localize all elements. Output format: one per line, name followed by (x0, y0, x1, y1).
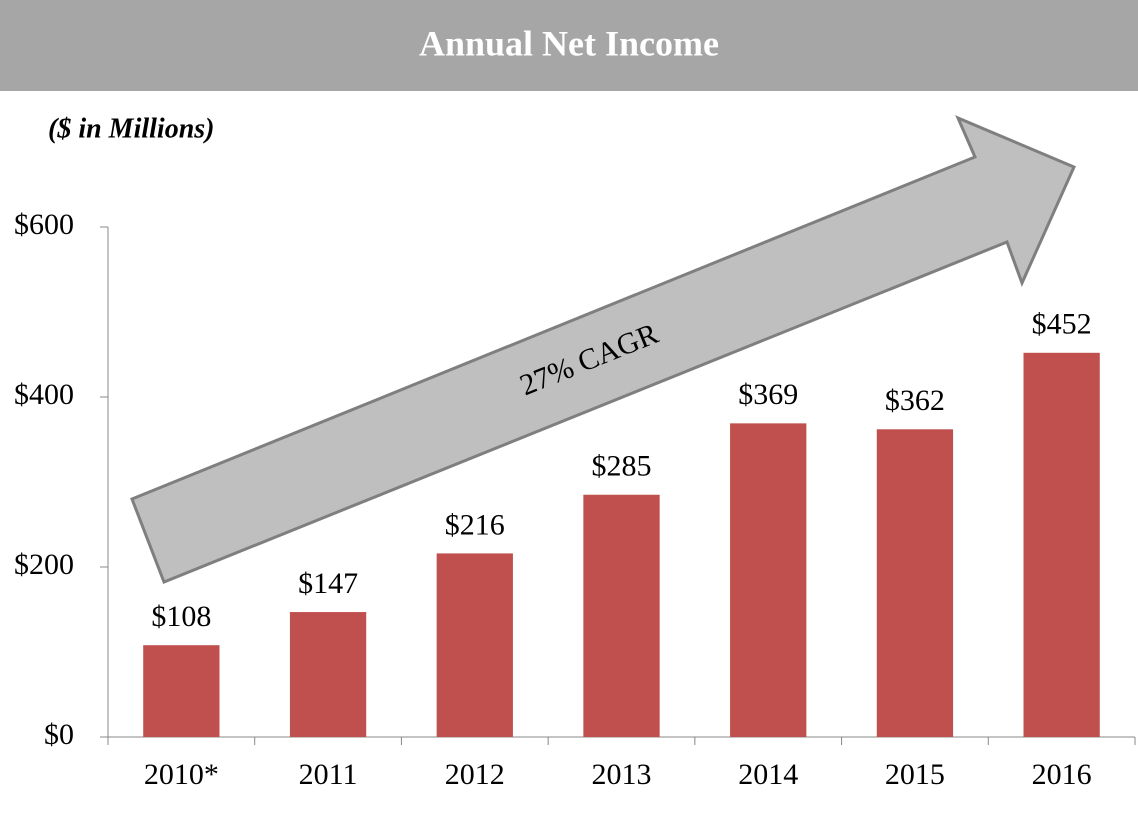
value-label: $285 (592, 450, 652, 483)
x-tick-label: 2010* (144, 758, 219, 791)
x-tick-label: 2013 (592, 758, 652, 791)
bar (876, 429, 954, 737)
bar (730, 423, 807, 737)
chart-subtitle: ($ in Millions) (48, 113, 214, 144)
y-tick-label: $200 (14, 548, 74, 581)
y-tick-label: $600 (14, 208, 74, 241)
growth-arrow (130, 115, 1076, 584)
chart-title: Annual Net Income (419, 23, 719, 63)
value-label: $369 (738, 378, 798, 411)
value-label: $147 (298, 567, 358, 600)
bar (1023, 352, 1100, 737)
header-bar (0, 0, 1138, 91)
y-tick-label: $0 (44, 718, 74, 751)
x-tick-label: 2015 (885, 758, 945, 791)
bar (143, 645, 220, 737)
value-label: $216 (445, 508, 505, 541)
x-tick-label: 2014 (738, 758, 798, 791)
value-label: $452 (1032, 308, 1092, 341)
bar (289, 612, 367, 737)
x-tick-label: 2016 (1032, 758, 1092, 791)
bar (583, 494, 660, 737)
y-tick-label: $400 (14, 378, 74, 411)
x-tick-label: 2012 (445, 758, 505, 791)
value-label: $108 (151, 600, 211, 633)
bar (436, 553, 513, 737)
value-label: $362 (885, 384, 945, 417)
x-tick-label: 2011 (299, 758, 358, 791)
